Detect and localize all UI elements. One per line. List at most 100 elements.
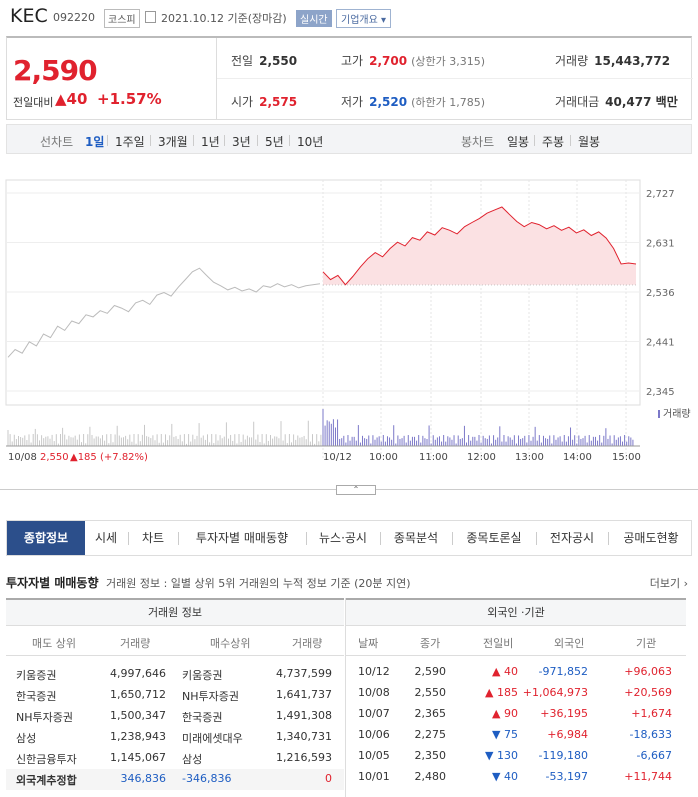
col-foreign: 외국인 (554, 637, 585, 650)
table-cell: 키움증권 (16, 669, 57, 682)
divider (536, 532, 537, 545)
period-3m[interactable]: 3개월 (158, 135, 188, 149)
tab-news[interactable]: 뉴스·공시 (319, 531, 367, 545)
tab-summary[interactable]: 종합정보 (7, 521, 85, 555)
prev-close-value: 2,550 (259, 54, 298, 68)
tab-analysis[interactable]: 종목분석 (393, 531, 439, 545)
stock-name: KEC (10, 5, 48, 27)
price-chart[interactable]: 2,727 2,631 2,536 2,441 2,345 거래량 10/12 10:00 11… (0, 160, 698, 470)
trade-amount: 거래대금 40,477 백만 (555, 93, 678, 110)
x-tick-label: 11:00 (419, 452, 448, 463)
prev-day-line (7, 267, 321, 358)
volume-value: 15,443,772 (594, 54, 671, 68)
prev-close-label: 전일 (231, 54, 254, 68)
divider (178, 532, 179, 545)
volume-legend-label: 거래량 (663, 408, 691, 420)
period-3y[interactable]: 3년 (232, 135, 251, 149)
prev-day-change: ▲185 (70, 452, 97, 463)
tab-discussion[interactable]: 종목토론실 (466, 531, 522, 545)
table-row: 삼성 1,238,943 미래에셋대우 1,340,731 (6, 727, 344, 748)
open-price: 시가 2,575 (231, 93, 297, 110)
y-tick-label: 2,345 (646, 387, 675, 398)
low-label: 저가 (341, 95, 364, 109)
table-cell: 키움증권 (182, 669, 223, 682)
broker-table-header: 매도 상위 거래량 매수상위 거래량 (6, 626, 344, 656)
tab-investor-trend[interactable]: 투자자별 매매동향 (195, 531, 289, 545)
col-date: 날짜 (358, 637, 379, 650)
table-cell: +1,674 (631, 707, 672, 720)
x-tick-label: 12:00 (467, 452, 496, 463)
table-cell: +20,569 (624, 686, 672, 699)
table-cell: ▼ 40 (492, 770, 518, 783)
table-cell: 4,737,599 (276, 667, 332, 680)
current-price-panel: 2,590 전일대비 ▲40 +1.57% (7, 38, 217, 120)
table-cell: +36,195 (540, 707, 588, 720)
foreign-table-title: 외국인 ·기관 (346, 598, 686, 626)
period-1w[interactable]: 1주일 (115, 135, 145, 149)
table-cell: ▼ 75 (492, 728, 518, 741)
y-tick-label: 2,441 (646, 338, 675, 349)
divider (128, 532, 129, 545)
prev-day-pct: (+7.82%) (100, 452, 148, 463)
table-cell: 1,641,737 (276, 688, 332, 701)
today-line (322, 206, 637, 286)
tab-chart[interactable]: 차트 (141, 531, 165, 545)
table-cell: 한국증권 (182, 711, 223, 724)
more-link[interactable]: 더보기 › (649, 577, 688, 590)
table-cell: 1,340,731 (276, 730, 332, 743)
table-cell: 1,145,067 (110, 751, 166, 764)
prev-close: 전일 2,550 (231, 52, 297, 69)
period-1d[interactable]: 1일 (85, 135, 105, 149)
change-label: 전일대비 (13, 96, 54, 109)
col-close: 종가 (420, 637, 441, 650)
period-5y[interactable]: 5년 (265, 135, 284, 149)
table-cell: +11,744 (624, 770, 672, 783)
divider (150, 135, 151, 146)
table-cell: 10/08 (358, 686, 390, 699)
table-cell: ▲ 40 (492, 665, 518, 678)
chart-svg: 2,727 2,631 2,536 2,441 2,345 거래량 10/12 10:00 11… (5, 179, 691, 463)
low-value: 2,520 (369, 95, 408, 109)
table-cell: 1,238,943 (110, 730, 166, 743)
live-button[interactable]: 실시간 (296, 10, 332, 27)
amount-value: 40,477 백만 (605, 95, 678, 109)
candle-chart-label: 봉차트 (461, 135, 495, 149)
table-cell: 2,275 (414, 728, 447, 741)
period-monthly[interactable]: 월봉 (578, 135, 601, 149)
tab-disclosure[interactable]: 전자공시 (549, 531, 595, 545)
y-tick-label: 2,727 (646, 189, 675, 200)
table-cell: -18,633 (629, 728, 672, 741)
period-1y[interactable]: 1년 (201, 135, 220, 149)
table-row: 키움증권 4,997,646 키움증권 4,737,599 (6, 664, 344, 685)
line-chart-label: 선차트 (40, 135, 74, 149)
broker-table-title: 거래원 정보 (6, 598, 344, 626)
period-weekly[interactable]: 주봉 (542, 135, 565, 149)
document-icon (145, 11, 156, 23)
section-description: 거래원 정보 : 일별 상위 5위 거래원의 누적 정보 기준 (20분 지연) (106, 577, 411, 590)
period-daily[interactable]: 일봉 (507, 135, 530, 149)
company-overview-button[interactable]: 기업개요 ▾ (336, 9, 391, 28)
price-summary: 2,590 전일대비 ▲40 +1.57% 전일 2,550 고가 2,700 (상한… (6, 36, 693, 120)
table-row: 10/06 2,275 ▼ 75 +6,984 -18,633 (346, 725, 686, 746)
x-tick-label: 15:00 (612, 452, 641, 463)
tab-quotes[interactable]: 시세 (94, 531, 118, 545)
table-cell: 10/01 (358, 770, 390, 783)
market-badge: 코스피 (104, 9, 140, 28)
table-cell: 삼성 (182, 753, 203, 766)
table-cell: +96,063 (624, 665, 672, 678)
table-cell: NH투자증권 (182, 690, 239, 703)
high-label: 고가 (341, 54, 364, 68)
table-cell: 10/05 (358, 749, 390, 762)
period-10y[interactable]: 10년 (297, 135, 324, 149)
table-cell: 삼성 (16, 732, 37, 745)
table-cell: 미래에셋대우 (182, 732, 243, 745)
table-row: 10/05 2,350 ▼ 130 -119,180 -6,667 (346, 746, 686, 767)
period-bar: 선차트 1일 1주일 3개월 1년 3년 5년 10년 봉차트 일봉 주봉 월봉 (6, 124, 692, 154)
open-value: 2,575 (259, 95, 298, 109)
upper-limit: (상한가 3,315) (411, 55, 485, 68)
tab-short-selling[interactable]: 공매도현황 (623, 531, 679, 545)
y-tick-label: 2,631 (646, 239, 675, 250)
amount-label: 거래대금 (555, 95, 600, 109)
collapse-chart-button[interactable]: ⌃ (336, 485, 376, 495)
